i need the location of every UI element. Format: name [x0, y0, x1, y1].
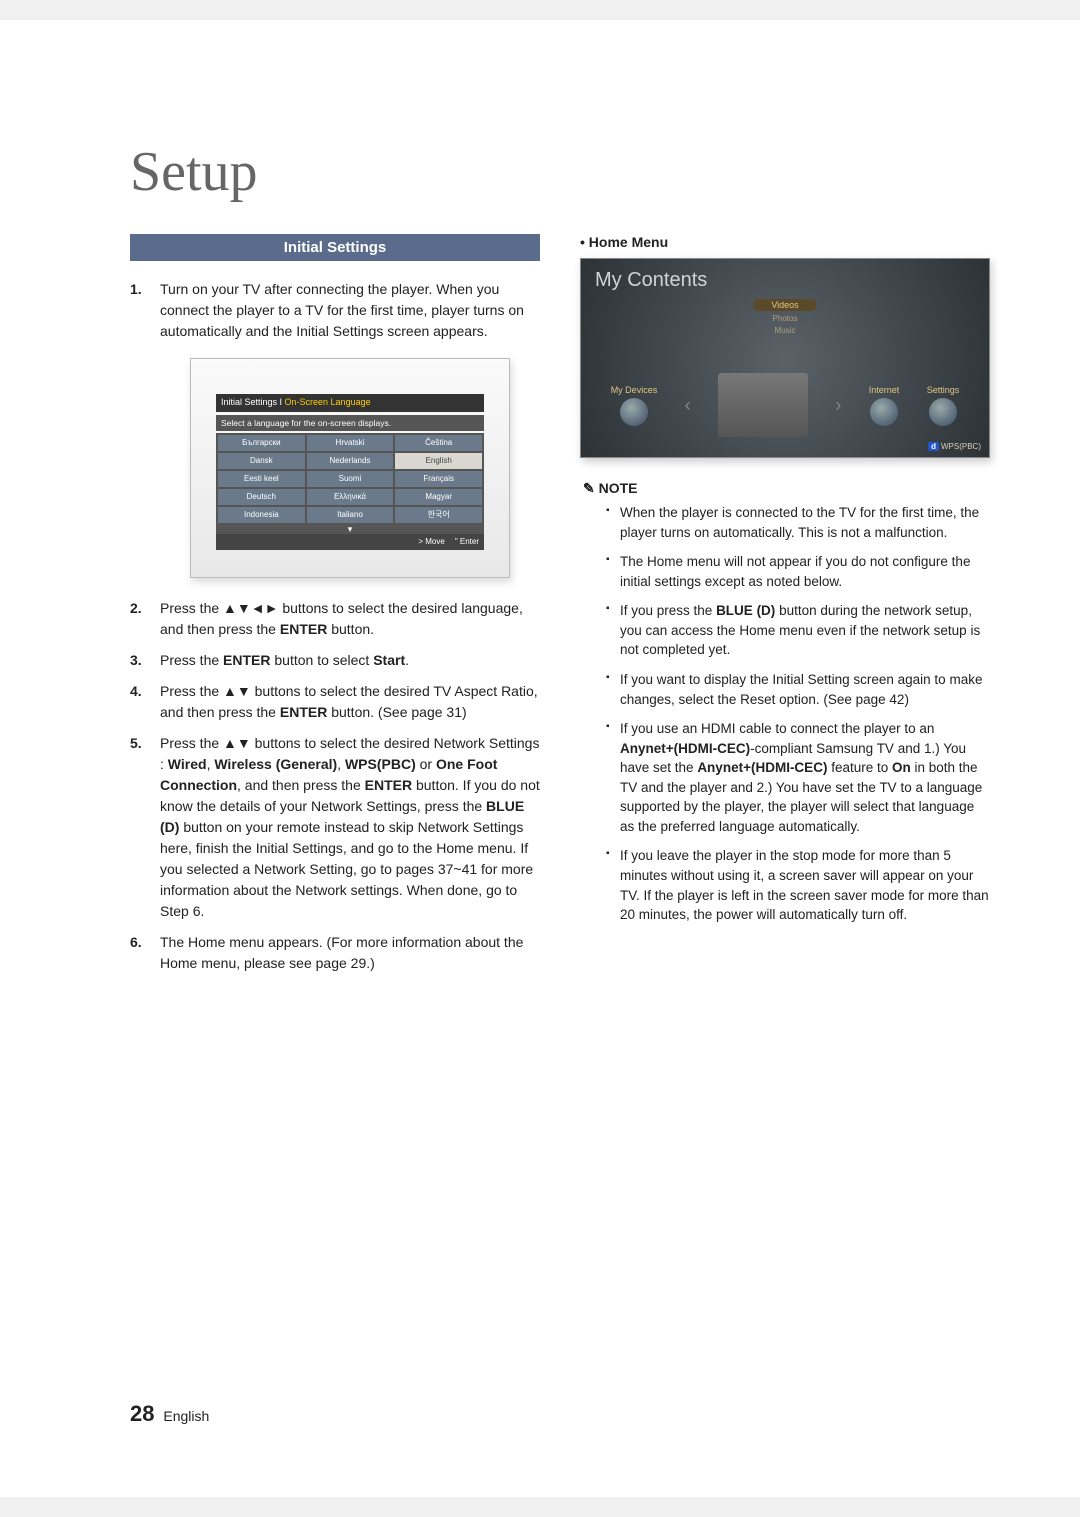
lang-title-b: On-Screen Language [282, 397, 371, 407]
language-option: Italiano [307, 507, 394, 523]
note-5-any1: Anynet+(HDMI-CEC) [620, 741, 750, 756]
language-option: English [395, 453, 482, 469]
language-grid: БългарскиHrvatskiČeština DanskNederlandsE… [216, 433, 484, 525]
step-4-enter: ENTER [280, 704, 327, 720]
lang-title-a: Initial Settings I [221, 397, 282, 407]
note-header: ✎ NOTE [580, 480, 990, 497]
step-6: The Home menu appears. (For more informa… [130, 932, 540, 974]
lang-footer-enter: " Enter [455, 536, 479, 548]
lang-footer-move: > Move [418, 536, 444, 548]
content-columns: Initial Settings Turn on your TV after c… [130, 234, 990, 984]
lang-footer: > Move " Enter [216, 534, 484, 550]
note-4: If you want to display the Initial Setti… [606, 670, 990, 709]
step-5-d: button on your remote instead to skip Ne… [160, 819, 533, 919]
home-item-internet-label: Internet [869, 385, 900, 395]
step-5-wireless: Wireless (General) [214, 756, 337, 772]
home-menu-bullet: • Home Menu [580, 234, 990, 250]
globe-icon [870, 398, 898, 426]
language-option: Français [395, 471, 482, 487]
page-lang: English [163, 1408, 209, 1424]
step-5-or: or [416, 756, 436, 772]
home-tab-videos: Videos [753, 299, 816, 311]
note-3-blue: BLUE (D) [716, 603, 775, 618]
note-list: When the player is connected to the TV f… [580, 503, 990, 925]
step-2-b: button. [327, 621, 374, 637]
steps-list: Turn on your TV after connecting the pla… [130, 279, 540, 974]
step-5-sep2: , [337, 756, 345, 772]
note-1: When the player is connected to the TV f… [606, 503, 990, 542]
home-item-mydevices-label: My Devices [611, 385, 658, 395]
home-item-internet: Internet [869, 385, 900, 426]
home-tab-music: Music [753, 326, 816, 335]
step-4-b: button. (See page 31) [327, 704, 466, 720]
step-3-a: Press the [160, 652, 223, 668]
chevron-left-icon: ‹ [685, 395, 691, 416]
home-center-thumb [718, 373, 808, 437]
language-option: 한국어 [395, 507, 482, 523]
note-header-text: ✎ NOTE [583, 480, 638, 496]
language-option: Indonesia [218, 507, 305, 523]
settings-icon [929, 398, 957, 426]
step-5-b: , and then press the [237, 777, 365, 793]
step-1: Turn on your TV after connecting the pla… [130, 279, 540, 578]
language-option: Hrvatski [307, 435, 394, 451]
home-tab-photos: Photos [753, 314, 816, 323]
language-option: Dansk [218, 453, 305, 469]
left-column: Initial Settings Turn on your TV after c… [130, 234, 540, 984]
home-wps-label: WPS(PBC) [941, 442, 981, 451]
home-item-settings: Settings [927, 385, 960, 426]
note-2: The Home menu will not appear if you do … [606, 552, 990, 591]
section-header: Initial Settings [130, 234, 540, 261]
note-5-on: On [892, 760, 911, 775]
step-1-text: Turn on your TV after connecting the pla… [160, 281, 524, 339]
manual-page: Setup Initial Settings Turn on your TV a… [0, 20, 1080, 1497]
note-5-any2: Anynet+(HDMI-CEC) [697, 760, 827, 775]
note-5: If you use an HDMI cable to connect the … [606, 719, 990, 836]
home-menu-screenshot: My Contents Videos Photos Music My Devic… [580, 258, 990, 458]
step-5: Press the ▲▼ buttons to select the desir… [130, 733, 540, 922]
page-footer: 28 English [130, 1401, 209, 1427]
home-item-mydevices: My Devices [611, 385, 658, 426]
home-strip: My Devices ‹ › Internet Settings [581, 373, 989, 437]
language-option: Nederlands [307, 453, 394, 469]
gear-icon [620, 398, 648, 426]
step-3-enter: ENTER [223, 652, 270, 668]
home-item-settings-label: Settings [927, 385, 960, 395]
note-3-a: If you press the [620, 603, 716, 618]
note-6: If you leave the player in the stop mode… [606, 846, 990, 924]
lang-scroll-arrow: ▾ [216, 525, 484, 534]
blue-d-badge: d [928, 442, 939, 451]
home-wps-badge: dWPS(PBC) [928, 442, 981, 451]
language-option: Български [218, 435, 305, 451]
page-title: Setup [130, 140, 990, 204]
step-6-text: The Home menu appears. (For more informa… [160, 934, 523, 971]
lang-screen-subtitle: Select a language for the on-screen disp… [216, 415, 484, 432]
language-option: Suomi [307, 471, 394, 487]
language-option: Magyar [395, 489, 482, 505]
home-tabs: Videos Photos Music [753, 299, 816, 338]
step-5-wps: WPS(PBC) [345, 756, 416, 772]
chevron-right-icon: › [835, 395, 841, 416]
language-option: Ελληνικά [307, 489, 394, 505]
note-5-c: feature to [827, 760, 892, 775]
initial-settings-screenshot: Initial Settings I On-Screen Language Se… [190, 358, 510, 578]
step-3-b: button to select [270, 652, 373, 668]
step-2-enter: ENTER [280, 621, 327, 637]
language-option: Čeština [395, 435, 482, 451]
step-2: Press the ▲▼◄► buttons to select the des… [130, 598, 540, 640]
right-column: • Home Menu My Contents Videos Photos Mu… [580, 234, 990, 984]
home-title: My Contents [595, 269, 707, 292]
page-number: 28 [130, 1401, 154, 1426]
step-3-c: . [405, 652, 409, 668]
language-option: Deutsch [218, 489, 305, 505]
note-5-a: If you use an HDMI cable to connect the … [620, 721, 934, 736]
language-option: Eesti keel [218, 471, 305, 487]
step-4: Press the ▲▼ buttons to select the desir… [130, 681, 540, 723]
step-5-enter: ENTER [365, 777, 412, 793]
note-3: If you press the BLUE (D) button during … [606, 601, 990, 660]
step-3: Press the ENTER button to select Start. [130, 650, 540, 671]
lang-screen-title: Initial Settings I On-Screen Language [216, 394, 484, 412]
step-5-wired: Wired [168, 756, 207, 772]
step-3-start: Start [373, 652, 405, 668]
